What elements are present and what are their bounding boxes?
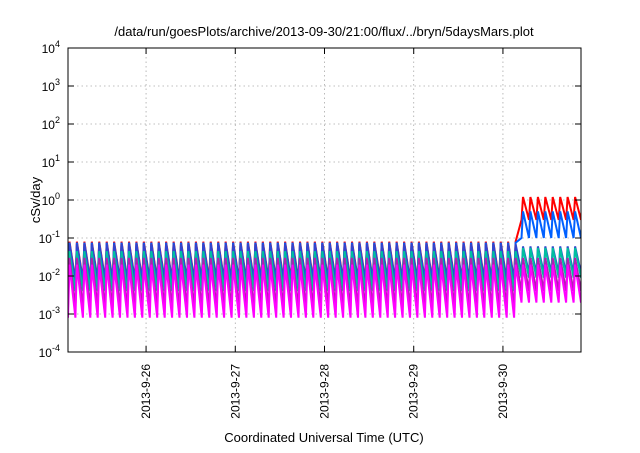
y-tick-label: 101: [42, 153, 60, 170]
grid: [68, 48, 581, 352]
x-tick-label: 2013-9-27: [228, 364, 242, 419]
series-group: [68, 196, 581, 318]
chart-title: /data/run/goesPlots/archive/2013-09-30/2…: [114, 24, 534, 39]
y-tick-label: 100: [42, 191, 60, 208]
y-tick-label: 10-3: [39, 305, 60, 322]
x-axis-label: Coordinated Universal Time (UTC): [224, 430, 423, 445]
y-tick-label: 10-1: [39, 229, 60, 246]
plot-frame: [67, 47, 582, 353]
y-tick-label: 103: [42, 77, 60, 94]
axes: 10-4 10-3 10-2 10-1 100 101 102 103 104 2013-9-26…: [39, 39, 582, 419]
y-tick-label: 102: [42, 115, 60, 132]
x-tick-label: 2013-9-26: [139, 364, 153, 419]
y-tick-label: 104: [42, 39, 60, 56]
y-tick-label: 10-4: [39, 343, 60, 360]
y-axis-label: cSv/day: [28, 176, 43, 223]
series-line-6: [68, 264, 581, 318]
x-tick-label: 2013-9-29: [407, 364, 421, 419]
y-tick-label: 10-2: [39, 267, 60, 284]
x-tick-label: 2013-9-30: [496, 364, 510, 419]
x-tick-label: 2013-9-28: [318, 364, 332, 419]
